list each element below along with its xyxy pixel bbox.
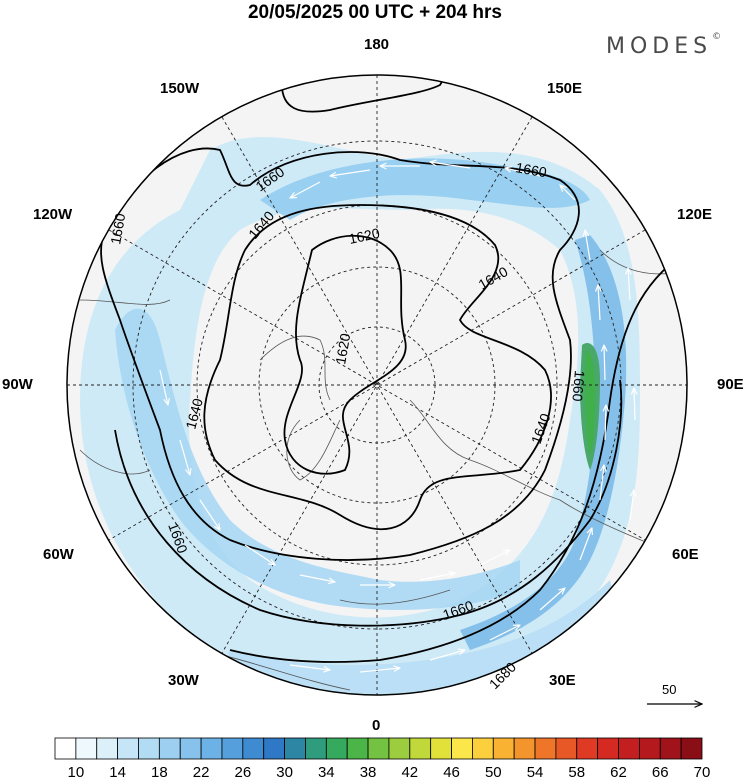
colorbar-swatch xyxy=(388,737,411,760)
colorbar-swatch xyxy=(555,737,578,760)
wind-vectors xyxy=(159,162,635,672)
lon-label-90w: 90W xyxy=(2,376,33,393)
reference-vector-label: 50 xyxy=(662,682,677,697)
colorbar-swatch xyxy=(659,737,682,760)
colorbar-swatch xyxy=(305,737,327,760)
colorbar-tick-label: 14 xyxy=(109,764,126,781)
colorbar-tick-label: 42 xyxy=(401,764,419,781)
height-contours xyxy=(100,75,687,663)
lon-label-120w: 120W xyxy=(33,206,73,223)
lon-label-180: 180 xyxy=(364,36,390,53)
colorbar-swatch xyxy=(638,737,661,760)
contour-1640 xyxy=(203,204,552,531)
contour-label: 1640 xyxy=(182,396,206,430)
contour-label: 1660 xyxy=(569,370,588,403)
contour-label: 1620 xyxy=(332,332,353,366)
colorbar-swatch xyxy=(221,737,244,760)
colorbar-swatch xyxy=(346,737,369,760)
colorbar-swatch xyxy=(96,737,119,760)
colorbar-swatch xyxy=(472,737,494,760)
colorbar-swatch xyxy=(179,737,202,760)
colorbar-swatch xyxy=(54,737,77,760)
contour-label: 1620 xyxy=(347,225,381,247)
colorbar-swatch xyxy=(200,737,223,760)
colorbar-tick-label: 26 xyxy=(234,764,252,781)
brand-name: MODES xyxy=(606,34,713,59)
colorbar-tick-label: 70 xyxy=(693,764,711,781)
colorbar-tick-label: 62 xyxy=(610,764,627,781)
colorbar-swatch xyxy=(138,737,160,760)
lon-label-60e: 60E xyxy=(672,546,699,563)
colorbar-swatch xyxy=(117,737,139,760)
contour-1680 xyxy=(229,249,687,663)
lon-label-30e: 30E xyxy=(549,672,576,689)
colorbar-tick-label: 30 xyxy=(276,764,293,781)
colorbar-swatch xyxy=(409,737,432,760)
lon-label-30w: 30W xyxy=(168,672,199,689)
colorbar-swatch xyxy=(325,737,348,760)
colorbar-swatch xyxy=(367,737,390,760)
colorbar-tick-label: 38 xyxy=(359,764,377,781)
colorbar-tick-label: 18 xyxy=(151,764,168,781)
contour-1660-pole xyxy=(281,75,445,113)
jet-max-east-core xyxy=(585,350,596,455)
colorbar-swatch xyxy=(534,737,557,760)
jet-band-inner-clear xyxy=(189,208,579,618)
lon-label-0: 0 xyxy=(372,717,381,734)
wind-speed-shading xyxy=(80,137,640,695)
contour-1660-south xyxy=(114,379,623,627)
colorbar-tick-label: 34 xyxy=(317,764,335,781)
colorbar-tick-label: 46 xyxy=(443,764,460,781)
colorbar-swatch xyxy=(451,737,473,760)
colorbar-swatch xyxy=(618,737,640,760)
colorbar xyxy=(54,737,703,760)
lon-label-150w: 150W xyxy=(160,80,200,97)
colorbar-tick-label: 50 xyxy=(484,764,502,781)
colorbar-tick-label: 22 xyxy=(192,764,210,781)
colorbar-tick-label: 54 xyxy=(526,764,544,781)
colorbar-swatch xyxy=(263,737,285,760)
colorbar-swatch xyxy=(597,737,619,760)
contour-label-group: 1620 1620 1640 1640 1640 1640 1660 1660 … xyxy=(107,159,588,692)
colorbar-swatch xyxy=(75,737,98,760)
colorbar-swatch xyxy=(430,737,452,760)
colorbar-tick-label: 10 xyxy=(67,764,85,781)
jet-core-west xyxy=(115,308,520,610)
contour-1660-north xyxy=(100,147,580,561)
colorbar-swatch xyxy=(680,737,703,760)
brand-logo: MODES© xyxy=(606,32,722,59)
colorbar-swatch xyxy=(284,737,306,760)
contour-1620 xyxy=(283,234,407,475)
lon-label-60w: 60W xyxy=(43,546,74,563)
colorbar-swatch xyxy=(576,737,599,760)
colorbar-tick-label: 58 xyxy=(568,764,586,781)
map-title: 20/05/2025 00 UTC + 204 hrs xyxy=(247,2,503,23)
colorbar-swatch xyxy=(513,737,536,760)
contour-label: 1660 xyxy=(107,212,128,246)
lon-label-150e: 150E xyxy=(547,80,583,97)
lon-label-90e: 90E xyxy=(717,376,744,393)
lon-label-120e: 120E xyxy=(677,206,713,223)
colorbar-swatch xyxy=(492,737,515,760)
colorbar-tick-label: 66 xyxy=(651,764,669,781)
colorbar-swatch xyxy=(158,737,181,760)
colorbar-swatch xyxy=(242,737,265,760)
contour-label: 1660 xyxy=(514,159,548,180)
copyright-mark: © xyxy=(712,32,722,42)
